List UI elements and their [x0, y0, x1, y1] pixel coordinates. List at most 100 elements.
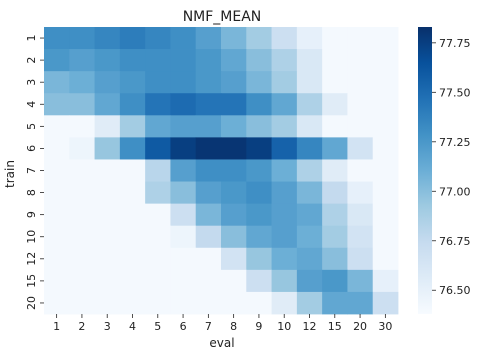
- heatmap-cell: [221, 203, 247, 227]
- heatmap-cell: [372, 247, 399, 271]
- heatmap-cell: [119, 93, 146, 116]
- colorbar-tick-label: 77.50: [439, 86, 471, 99]
- heatmap-cell: [195, 137, 222, 160]
- heatmap-cell: [296, 291, 323, 315]
- y-tick-label: 15: [25, 274, 38, 288]
- heatmap-cell: [296, 27, 323, 50]
- heatmap-cell: [347, 71, 374, 94]
- heatmap-cell: [246, 291, 272, 315]
- heatmap-cell: [372, 137, 399, 160]
- heatmap-cell: [69, 159, 95, 182]
- heatmap-cell: [94, 93, 121, 116]
- heatmap-cell: [271, 49, 298, 72]
- heatmap-cell: [69, 181, 95, 205]
- heatmap-cell: [44, 203, 70, 227]
- colorbar: 76.50 76.75 77.00 77.25 77.50 77.75: [418, 27, 471, 314]
- x-tick-label: 5: [154, 320, 161, 333]
- heatmap-cell: [372, 27, 399, 50]
- heatmap-cell: [322, 93, 348, 116]
- heatmap-cell: [145, 115, 171, 138]
- heatmap-cell: [372, 49, 399, 72]
- x-tick-label: 6: [180, 320, 187, 333]
- heatmap-cell: [44, 71, 70, 94]
- heatmap-cell: [221, 225, 247, 249]
- heatmap-cell: [246, 27, 272, 50]
- heatmap-cell: [246, 93, 272, 116]
- heatmap-cell: [246, 115, 272, 138]
- heatmap-cell: [246, 137, 272, 160]
- colorbar-ticks: 76.50 76.75 77.00 77.25 77.50 77.75: [432, 37, 471, 297]
- heatmap-cell: [372, 159, 399, 182]
- heatmap-cell: [119, 225, 146, 249]
- y-tick-label: 1: [25, 35, 38, 42]
- heatmap-cell: [296, 203, 323, 227]
- heatmap-cell: [69, 203, 95, 227]
- y-tick-label: 20: [25, 296, 38, 310]
- heatmap-cell: [145, 93, 171, 116]
- heatmap-cell: [221, 93, 247, 116]
- heatmap-cell: [347, 137, 374, 160]
- heatmap-cell: [195, 49, 222, 72]
- heatmap-cell: [322, 159, 348, 182]
- heatmap-cell: [119, 269, 146, 293]
- heatmap-cell: [296, 225, 323, 249]
- heatmap-cell: [271, 269, 298, 293]
- heatmap-cell: [221, 291, 247, 315]
- heatmap-cell: [145, 27, 171, 50]
- heatmap-cell: [170, 203, 197, 227]
- heatmap-cell: [221, 269, 247, 293]
- heatmap-cell: [44, 137, 70, 160]
- heatmap-cell: [69, 291, 95, 315]
- heatmap-cell: [271, 115, 298, 138]
- heatmap-cell: [119, 159, 146, 182]
- heatmap-cell: [372, 225, 399, 249]
- heatmap-cell: [195, 247, 222, 271]
- heatmap-cell: [44, 159, 70, 182]
- heatmap-cell: [44, 225, 70, 249]
- heatmap-cell: [44, 115, 70, 138]
- heatmap-cell: [170, 115, 197, 138]
- heatmap-cell: [246, 49, 272, 72]
- heatmap-cell: [170, 181, 197, 205]
- heatmap-cell: [94, 27, 121, 50]
- heatmap-cell: [119, 115, 146, 138]
- y-tick-label: 12: [25, 252, 38, 266]
- heatmap-cells: [44, 27, 399, 315]
- y-axis-label: train: [3, 160, 17, 188]
- x-axis-label: eval: [209, 336, 234, 350]
- heatmap-cell: [69, 49, 95, 72]
- heatmap-cell: [296, 269, 323, 293]
- x-tick-label: 1: [53, 320, 60, 333]
- colorbar-tick-label: 76.75: [439, 235, 471, 248]
- y-tick-label: 4: [25, 101, 38, 108]
- heatmap-cell: [195, 71, 222, 94]
- heatmap-cell: [372, 71, 399, 94]
- y-tick-label: 9: [25, 211, 38, 218]
- x-tick-label: 8: [230, 320, 237, 333]
- heatmap-cell: [195, 27, 222, 50]
- heatmap-cell: [246, 225, 272, 249]
- y-tick-label: 6: [25, 145, 38, 152]
- heatmap-cell: [145, 159, 171, 182]
- heatmap-cell: [170, 49, 197, 72]
- heatmap-cell: [246, 203, 272, 227]
- heatmap-cell: [322, 115, 348, 138]
- heatmap-cell: [347, 203, 374, 227]
- heatmap-cell: [145, 203, 171, 227]
- heatmap-cell: [69, 71, 95, 94]
- heatmap-cell: [246, 247, 272, 271]
- heatmap-cell: [69, 269, 95, 293]
- heatmap-cell: [170, 71, 197, 94]
- y-tick-label: 10: [25, 230, 38, 244]
- heatmap-cell: [246, 71, 272, 94]
- x-tick-label: 2: [78, 320, 85, 333]
- heatmap-cell: [145, 225, 171, 249]
- heatmap-cell: [119, 27, 146, 50]
- heatmap-cell: [221, 27, 247, 50]
- heatmap-cell: [347, 181, 374, 205]
- heatmap-cell: [372, 115, 399, 138]
- heatmap-cell: [195, 269, 222, 293]
- heatmap-cell: [372, 93, 399, 116]
- heatmap-cell: [94, 225, 121, 249]
